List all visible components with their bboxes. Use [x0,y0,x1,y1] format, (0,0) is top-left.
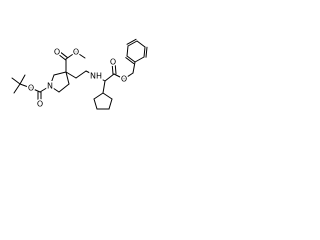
double-bond [145,46,148,58]
bond [102,80,106,94]
bond [127,40,138,47]
atom-label: O [73,48,79,57]
atom-label: O [37,100,43,109]
bond [30,87,41,93]
bond [75,51,86,59]
bond [113,73,125,80]
bond [123,72,134,80]
bond [132,61,136,74]
bond [104,73,115,82]
bond [55,52,66,61]
bond [49,85,60,93]
double-bond [125,57,135,65]
bond [111,61,114,75]
bond [95,75,106,82]
bond [11,77,21,85]
bond [65,71,77,79]
double-bond [126,38,137,45]
atom-label: O [54,48,60,57]
bond [75,70,87,79]
bond [143,46,146,58]
atom-label: NH [90,72,102,81]
bond [108,98,113,110]
bond [13,83,21,94]
atom-label: O [110,58,116,67]
bond [19,83,32,89]
bond [102,92,113,100]
bond [136,40,146,48]
atom-label: N [47,82,53,91]
bond [39,85,51,93]
bond [65,71,70,85]
bond [93,98,98,110]
bond [93,92,104,100]
double-bond [114,61,117,75]
double-bond [57,49,68,58]
bond [49,74,55,87]
bond [53,71,67,76]
bond [65,51,77,60]
bond [58,83,70,93]
atom-label: O [28,84,34,93]
bond [85,70,97,77]
bond [126,45,129,57]
bond [19,74,26,85]
bond [126,55,136,63]
bond [134,56,145,63]
atom-label: O [121,75,127,84]
